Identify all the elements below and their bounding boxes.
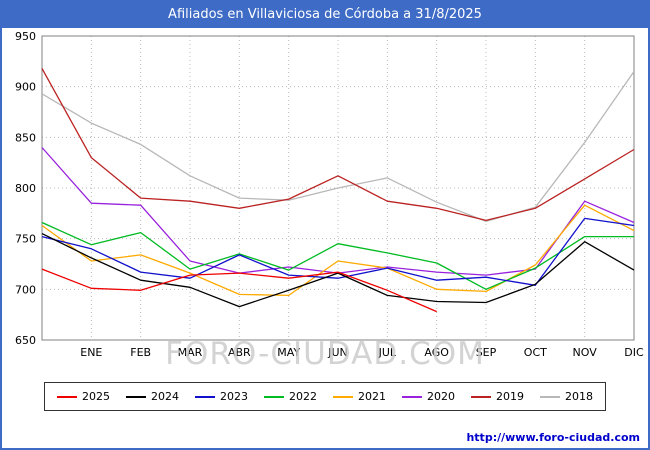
chart-region: 950 900 850 800 750 700 650 ENE FEB MAR ABR MAY JUN J… — [2, 28, 648, 378]
x-tick-label: SEP — [476, 346, 497, 359]
legend-item-2020: 2020 — [402, 390, 455, 403]
legend-label: 2021 — [358, 390, 386, 403]
x-tick-label: FEB — [130, 346, 151, 359]
y-tick-label: 900 — [15, 81, 36, 94]
x-tick-label: AGO — [424, 346, 449, 359]
x-tick-label: ABR — [228, 346, 251, 359]
legend-swatch-2018 — [540, 395, 560, 398]
footer: http://www.foro-ciudad.com — [466, 431, 640, 444]
x-tick-label: JUL — [378, 346, 397, 359]
x-tick-label: NOV — [573, 346, 598, 359]
legend: 2025 2024 2023 2022 2021 2020 2019 2018 — [44, 382, 606, 411]
chart-canvas: 950 900 850 800 750 700 650 ENE FEB MAR ABR MAY JUN J… — [15, 30, 644, 359]
x-tick-label: DIC — [624, 346, 644, 359]
series-line-2022 — [41, 221, 634, 290]
legend-item-2022: 2022 — [264, 390, 317, 403]
series-line-2019 — [41, 68, 635, 222]
legend-wrap: 2025 2024 2023 2022 2021 2020 2019 2018 — [2, 382, 648, 411]
legend-swatch-2024 — [126, 395, 146, 398]
series-line-2025 — [41, 268, 437, 313]
y-tick-label: 750 — [15, 233, 36, 246]
y-tick-label: 850 — [15, 131, 36, 144]
chart-title: Afiliados en Villaviciosa de Córdoba a 3… — [2, 2, 648, 28]
legend-item-2021: 2021 — [333, 390, 386, 403]
y-tick-label: 650 — [15, 334, 36, 347]
legend-label: 2023 — [220, 390, 248, 403]
y-tick-label: 800 — [15, 182, 36, 195]
legend-item-2023: 2023 — [195, 390, 248, 403]
x-tick-label: MAY — [277, 346, 300, 359]
y-tick-label: 700 — [15, 283, 36, 296]
x-tick-label: ENE — [80, 346, 102, 359]
legend-label: 2019 — [496, 390, 524, 403]
legend-item-2019: 2019 — [471, 390, 524, 403]
legend-swatch-2022 — [264, 395, 284, 398]
legend-item-2024: 2024 — [126, 390, 179, 403]
legend-label: 2022 — [289, 390, 317, 403]
legend-swatch-2021 — [333, 395, 353, 398]
y-tick-label: 950 — [15, 30, 36, 43]
legend-swatch-2023 — [195, 395, 215, 398]
series-line-2024 — [41, 233, 635, 308]
x-tick-label: OCT — [524, 346, 547, 359]
footer-url[interactable]: http://www.foro-ciudad.com — [466, 431, 640, 444]
legend-label: 2020 — [427, 390, 455, 403]
x-tick-label: MAR — [178, 346, 203, 359]
series-line-2021 — [41, 204, 635, 297]
legend-label: 2025 — [82, 390, 110, 403]
plot-border — [41, 35, 635, 341]
legend-swatch-2025 — [57, 395, 77, 398]
legend-item-2018: 2018 — [540, 390, 593, 403]
legend-item-2025: 2025 — [57, 390, 110, 403]
x-tick-label: JUN — [327, 346, 348, 359]
series-line-2023 — [41, 217, 635, 286]
legend-label: 2024 — [151, 390, 179, 403]
legend-swatch-2020 — [402, 395, 422, 398]
legend-swatch-2019 — [471, 395, 491, 398]
series-line-2018 — [41, 71, 635, 223]
legend-label: 2018 — [565, 390, 593, 403]
